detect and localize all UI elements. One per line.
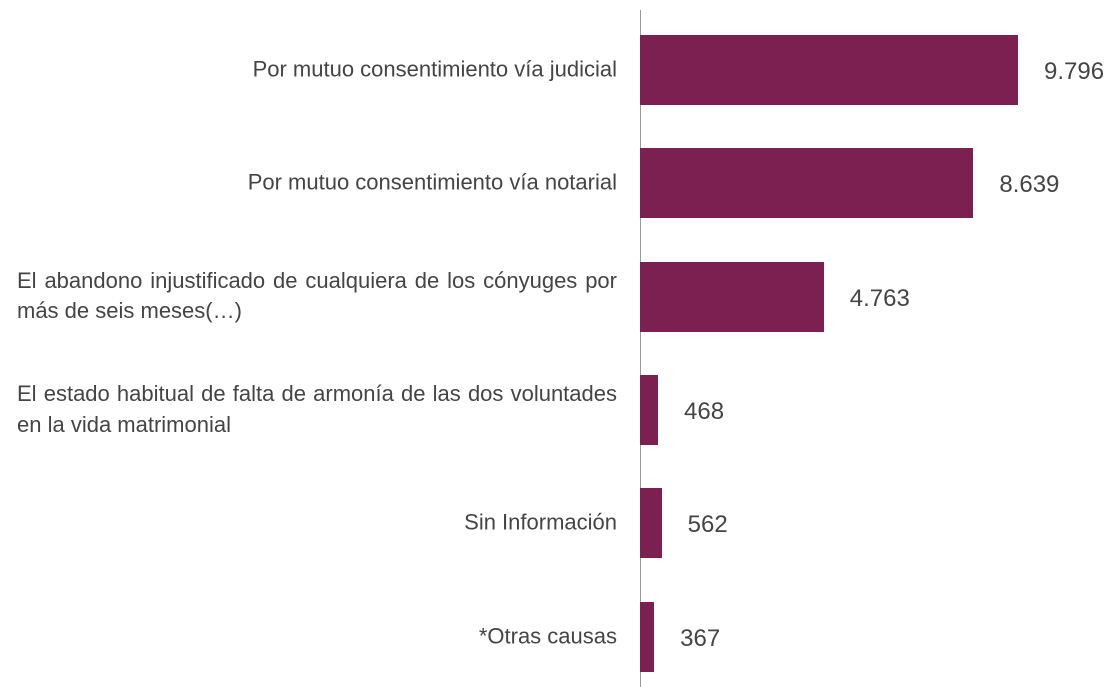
axis-line	[640, 10, 641, 687]
bar	[640, 601, 655, 672]
category-label: El abandono injustificado de cualquiera …	[17, 267, 617, 324]
category-label: Por mutuo consentimiento vía judicial	[252, 56, 617, 82]
value-label: 562	[687, 511, 728, 539]
bar	[640, 35, 1018, 105]
bar	[640, 488, 662, 559]
category-label: *Otras causas	[478, 623, 617, 649]
value-label: 468	[684, 397, 725, 425]
category-label: Sin Información	[464, 509, 617, 535]
value-label: 8.639	[999, 171, 1060, 199]
value-label: 367	[680, 624, 721, 652]
bar	[640, 374, 659, 445]
category-label: El estado habitual de falta de armonía d…	[17, 381, 617, 437]
bar	[640, 148, 974, 219]
category-label: Por mutuo consentimiento vía notarial	[247, 169, 617, 195]
value-label: 4.763	[849, 284, 910, 312]
value-label: 9.796	[1044, 58, 1105, 85]
bar	[640, 261, 824, 332]
